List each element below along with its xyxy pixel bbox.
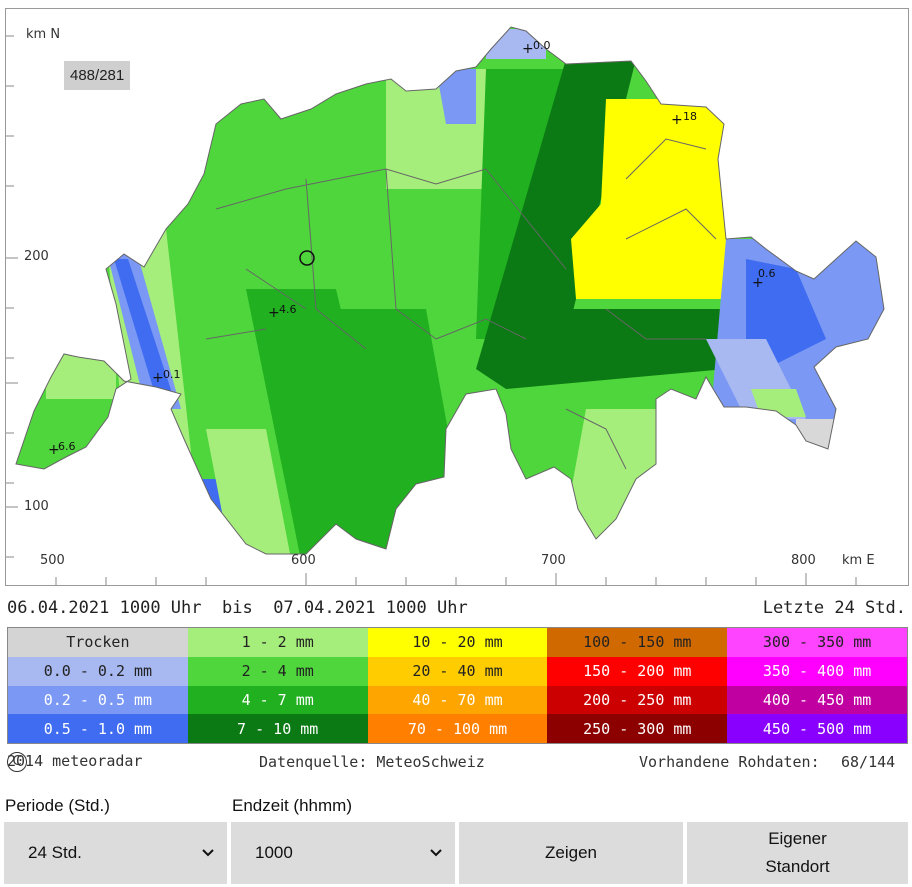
legend-item: Trocken	[8, 628, 188, 657]
own-location-button[interactable]: Eigener Standort	[687, 822, 908, 884]
location-marker	[299, 250, 315, 266]
show-button-label: Zeigen	[545, 843, 597, 862]
copyright-text: 2014 meteoradar	[7, 752, 143, 770]
footer-info: C 2014 meteoradar Datenquelle: MeteoSchwe…	[7, 752, 906, 774]
legend-item: 300 - 350 mm	[727, 628, 907, 657]
precipitation-map-graphic	[6, 26, 885, 585]
separator: bis	[221, 598, 253, 618]
x-tick-500: 500	[40, 553, 65, 568]
legend-item: 20 - 40 mm	[367, 656, 548, 686]
precipitation-legend: Trocken 1 - 2 mm 10 - 20 mm 100 - 150 mm 300…	[7, 627, 908, 744]
x-tick-700: 700	[541, 553, 566, 568]
period-select[interactable]: 24 Std.	[4, 822, 227, 884]
station-value: 4.6	[279, 303, 297, 316]
legend-item: 150 - 200 mm	[547, 656, 728, 686]
legend-item: 7 - 10 mm	[187, 714, 368, 743]
station-value: 6.6	[58, 440, 76, 453]
legend-item: 4 - 7 mm	[187, 685, 368, 715]
to-date: 07.04.2021	[273, 598, 376, 618]
chevron-down-icon	[202, 849, 214, 857]
own-location-line2: Standort	[765, 857, 830, 876]
x-tick-600: 600	[291, 553, 316, 568]
period-info: 06.04.2021 1000 Uhr bis 07.04.2021 1000 …	[7, 598, 906, 620]
legend-item: 450 - 500 mm	[727, 714, 907, 743]
legend-item: 200 - 250 mm	[547, 685, 728, 715]
y-tick-200: 200	[24, 249, 49, 264]
legend-item: 0.0 - 0.2 mm	[8, 656, 188, 686]
chevron-down-icon	[430, 849, 442, 857]
from-date: 06.04.2021	[7, 598, 110, 618]
to-time: 1000 Uhr	[385, 598, 468, 618]
station-value: 18	[683, 110, 697, 123]
endtime-select-value: 1000	[255, 843, 293, 862]
legend-item: 100 - 150 mm	[547, 628, 728, 657]
legend-item: 70 - 100 mm	[367, 714, 548, 743]
endtime-label: Endzeit (hhmm)	[232, 796, 352, 815]
legend-item: 1 - 2 mm	[187, 628, 368, 657]
station-marker: +	[268, 305, 280, 321]
station-marker: +	[522, 41, 534, 57]
legend-item: 250 - 300 mm	[547, 714, 728, 743]
station-value: 0.6	[758, 267, 776, 280]
axis-ticks	[6, 35, 857, 585]
period-select-value: 24 Std.	[28, 843, 82, 862]
raw-data-value: 68/144	[841, 753, 896, 771]
show-button[interactable]: Zeigen	[459, 822, 683, 884]
y-tick-100: 100	[24, 499, 49, 514]
coordinate-readout: 488/281	[64, 61, 131, 90]
axis-label-north: km N	[26, 27, 61, 42]
legend-item: 40 - 70 mm	[367, 685, 548, 715]
legend-item: 2 - 4 mm	[187, 656, 368, 686]
last-hours: Letzte 24 Std.	[762, 598, 906, 618]
axis-label-east: km E	[842, 553, 875, 568]
own-location-line1: Eigener	[768, 829, 827, 848]
legend-item: 0.5 - 1.0 mm	[8, 714, 188, 743]
legend-item: 400 - 450 mm	[727, 685, 907, 715]
station-marker: +	[152, 370, 164, 386]
from-time: 1000 Uhr	[119, 598, 202, 618]
raw-data-label: Vorhandene Rohdaten:	[639, 753, 820, 771]
own-location-label: Eigener Standort	[765, 825, 829, 881]
period-label: Periode (Std.)	[5, 796, 110, 815]
station-marker: +	[671, 112, 683, 128]
period-range: 06.04.2021 1000 Uhr bis 07.04.2021 1000 …	[7, 598, 468, 618]
legend-item: 10 - 20 mm	[367, 628, 548, 657]
legend-item: 0.2 - 0.5 mm	[8, 685, 188, 715]
data-source: Datenquelle: MeteoSchweiz	[259, 753, 485, 771]
station-marker: +	[48, 442, 60, 458]
endtime-select[interactable]: 1000	[231, 822, 455, 884]
station-value: 0.0	[533, 39, 551, 52]
radar-map[interactable]: km N 200 100 500 600 700 800 km E 488/28…	[5, 8, 909, 586]
copyright-icon: C	[7, 752, 27, 772]
x-tick-800: 800	[791, 553, 816, 568]
station-value: 0.1	[163, 368, 181, 381]
legend-item: 350 - 400 mm	[727, 656, 907, 686]
station-marker: +	[752, 275, 764, 291]
